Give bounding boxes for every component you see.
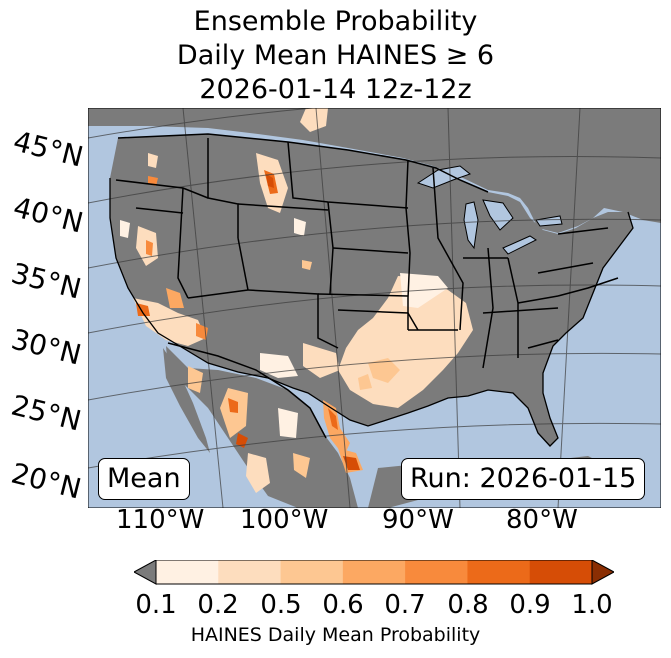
colorbar-tick: 0.7 bbox=[384, 590, 426, 620]
lat-label-35: 35°N bbox=[8, 256, 85, 306]
colorbar-over-arrow bbox=[591, 560, 614, 585]
colorbar-bin bbox=[342, 560, 406, 584]
lat-label-20: 20°N bbox=[8, 456, 85, 506]
colorbar-label: HAINES Daily Mean Probability bbox=[190, 624, 481, 646]
lake-huron bbox=[482, 199, 514, 231]
lon-label-90: 90°W bbox=[382, 505, 454, 535]
run-label: Run: 2026-01-15 bbox=[410, 463, 637, 494]
lon-label-80: 80°W bbox=[506, 505, 578, 535]
state-borders bbox=[115, 133, 619, 439]
colorbar-frame bbox=[155, 560, 593, 585]
colorbar-bins bbox=[156, 560, 593, 584]
stat-label: Mean bbox=[107, 463, 181, 494]
colorbar-bin bbox=[156, 560, 219, 584]
colorbar-bin bbox=[218, 560, 282, 584]
colorbar-tick: 0.1 bbox=[135, 590, 177, 620]
colorbar-bin bbox=[280, 560, 344, 584]
lat-label-25: 25°N bbox=[8, 388, 85, 438]
colorbar-bin bbox=[529, 560, 593, 584]
lake-michigan bbox=[463, 201, 479, 250]
colorbar-bin bbox=[467, 560, 531, 584]
lake-superior bbox=[416, 165, 472, 189]
run-label-box: Run: 2026-01-15 bbox=[401, 458, 646, 500]
probability-map bbox=[88, 108, 661, 508]
graticule bbox=[88, 108, 661, 508]
stat-label-box: Mean bbox=[98, 458, 190, 500]
colorbar-tick: 0.9 bbox=[509, 590, 551, 620]
colorbar-tick: 0.6 bbox=[322, 590, 364, 620]
lake-ontario bbox=[535, 215, 563, 227]
canada-land bbox=[88, 108, 661, 233]
colorbar-bin bbox=[405, 560, 468, 584]
colorbar-tick: 0.5 bbox=[260, 590, 302, 620]
map-title-line2: Daily Mean HAINES ≥ 6 bbox=[176, 40, 495, 71]
coastline bbox=[109, 178, 634, 447]
lon-label-100: 100°W bbox=[240, 505, 329, 535]
lake-erie bbox=[502, 235, 537, 255]
lat-label-30: 30°N bbox=[8, 322, 85, 372]
colorbar-tick: 0.2 bbox=[197, 590, 239, 620]
lat-label-45: 45°N bbox=[10, 124, 87, 174]
map-title-line1: Ensemble Probability bbox=[193, 6, 478, 37]
lon-label-110: 110°W bbox=[116, 505, 205, 535]
colorbar-under-arrow bbox=[134, 560, 157, 585]
colorbar bbox=[134, 560, 614, 585]
mexico-land bbox=[166, 346, 358, 508]
lat-label-40: 40°N bbox=[10, 190, 87, 240]
map-title-line3: 2026-01-14 12z-12z bbox=[199, 74, 472, 105]
colorbar-tick: 0.8 bbox=[447, 590, 489, 620]
colorbar-tick: 1.0 bbox=[571, 590, 613, 620]
baja-land bbox=[163, 348, 210, 453]
